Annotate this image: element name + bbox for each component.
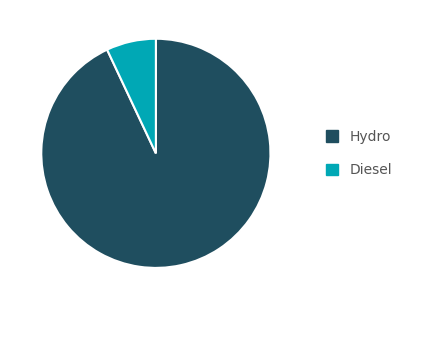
Legend: Hydro, Diesel: Hydro, Diesel [320,124,398,183]
Wedge shape [107,39,156,153]
Wedge shape [41,39,271,268]
Text: Yukon’s sources of electricity generation.: Yukon’s sources of electricity generatio… [23,303,324,318]
